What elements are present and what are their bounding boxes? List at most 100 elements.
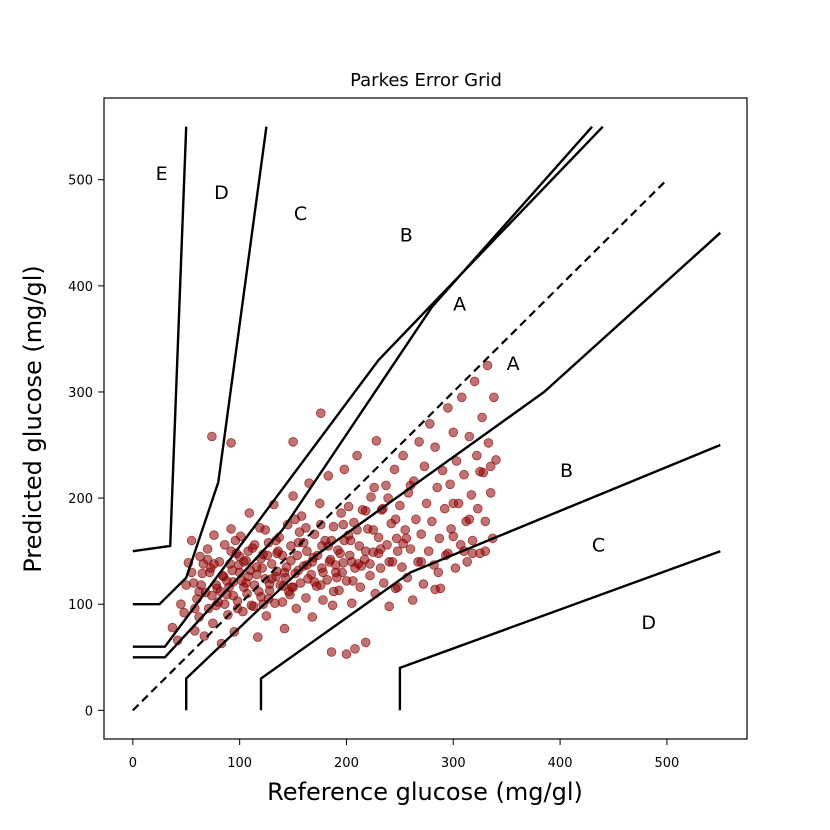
y-tick-label: 200 <box>68 492 93 507</box>
scatter-point <box>335 548 345 559</box>
y-tick-label: 0 <box>85 704 93 719</box>
scatter-point <box>252 632 263 642</box>
scatter-point <box>294 527 305 537</box>
scatter-point <box>288 436 298 447</box>
scatter-point <box>219 539 230 550</box>
scatter-point <box>354 541 365 551</box>
scatter-point <box>243 546 254 556</box>
scatter-point <box>427 516 437 527</box>
scatter-point <box>491 455 501 465</box>
scatter-point <box>430 442 440 453</box>
scatter-point <box>226 524 236 534</box>
scatter-point <box>480 546 491 556</box>
scatter-point <box>365 570 375 581</box>
scatter-point <box>397 562 407 572</box>
x-tick-label: 0 <box>129 756 137 771</box>
zone-label-a: A <box>507 353 520 375</box>
scatter-point <box>303 573 313 584</box>
scatter-point <box>400 525 411 535</box>
scatter-point <box>239 556 249 567</box>
scatter-point <box>227 565 238 576</box>
scatter-point <box>368 525 379 535</box>
scatter-points <box>167 360 501 659</box>
y-tick-label: 300 <box>68 386 93 401</box>
scatter-point <box>433 567 444 578</box>
scatter-point <box>288 582 298 592</box>
scatter-point <box>443 403 453 413</box>
scatter-point <box>323 470 334 481</box>
y-axis-label: Predicted glucose (mg/gl) <box>19 265 47 573</box>
scatter-point <box>237 576 247 586</box>
scatter-point <box>356 561 367 571</box>
chart-title: Parkes Error Grid <box>350 70 502 91</box>
scatter-point <box>186 535 197 546</box>
scatter-point <box>324 556 335 567</box>
scatter-point <box>352 450 362 461</box>
zone-label-d: D <box>641 612 656 634</box>
scatter-point <box>350 643 360 654</box>
scatter-point <box>204 567 215 578</box>
scatter-point <box>405 544 416 554</box>
scatter-point <box>464 431 475 442</box>
x-tick-label: 500 <box>654 756 679 771</box>
scatter-point <box>249 539 260 550</box>
scatter-point <box>424 418 435 429</box>
scatter-point <box>414 436 424 447</box>
scatter-point <box>202 544 213 554</box>
scatter-point <box>198 559 209 569</box>
scatter-point <box>291 603 302 614</box>
scatter-point <box>469 376 480 387</box>
scatter-point <box>371 435 382 446</box>
scatter-point <box>244 508 255 518</box>
scatter-point <box>295 578 306 588</box>
scatter-point <box>307 612 318 622</box>
scatter-point <box>336 508 346 518</box>
scatter-point <box>375 563 386 573</box>
scatter-point <box>489 392 499 403</box>
scatter-point <box>318 567 328 578</box>
zone-boundary-lower-B <box>259 443 721 711</box>
y-tick-label: 400 <box>68 280 93 295</box>
scatter-point <box>230 535 241 546</box>
scatter-point <box>292 550 303 561</box>
scatter-point <box>226 438 236 448</box>
scatter-point <box>248 601 259 612</box>
x-tick-label: 200 <box>334 756 359 771</box>
scatter-point <box>459 469 469 480</box>
scatter-point <box>196 580 207 590</box>
scatter-point <box>467 548 478 559</box>
scatter-point <box>467 535 478 546</box>
scatter-point <box>418 579 429 589</box>
scatter-point <box>176 599 186 609</box>
scatter-point <box>471 450 482 461</box>
scatter-point <box>378 578 389 588</box>
scatter-point <box>369 482 380 493</box>
x-axis-label: Reference glucose (mg/gl) <box>267 778 583 806</box>
scatter-point <box>430 584 440 595</box>
scatter-point <box>360 505 371 516</box>
zone-label-c: C <box>294 203 307 225</box>
scatter-point <box>343 501 354 512</box>
scatter-point <box>262 550 273 561</box>
scatter-point <box>328 521 339 532</box>
scatter-point <box>326 647 337 657</box>
scatter-point <box>419 461 430 472</box>
zone-boundary-upper-C <box>132 126 268 606</box>
scatter-point <box>398 450 408 461</box>
scatter-point <box>411 514 421 525</box>
scatter-point <box>315 408 326 419</box>
scatter-point <box>298 537 309 548</box>
scatter-point <box>451 456 462 466</box>
scatter-point <box>277 597 288 607</box>
zone-label-c: C <box>592 534 605 556</box>
scatter-point <box>448 531 459 542</box>
scatter-point <box>337 567 348 578</box>
scatter-point <box>475 466 485 477</box>
scatter-point <box>179 607 189 618</box>
zone-boundary-upper-A <box>132 125 593 659</box>
scatter-point <box>360 546 371 556</box>
zone-boundary-lower-C <box>398 550 721 711</box>
scatter-point <box>389 464 400 475</box>
scatter-point <box>338 519 349 530</box>
